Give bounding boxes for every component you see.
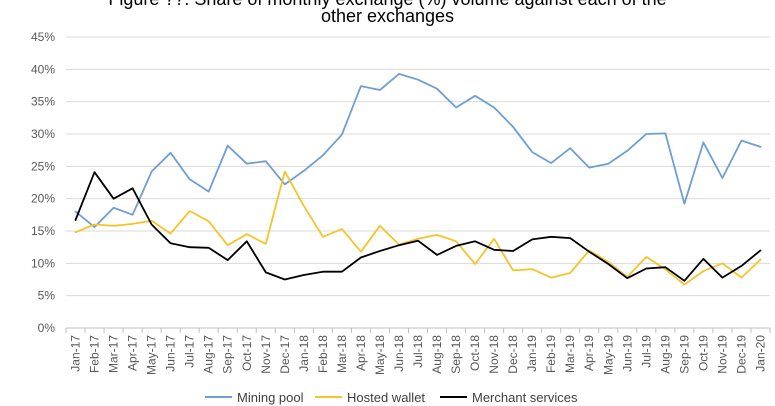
y-tick-label: 10% [31,256,55,270]
x-tick-label: Sep-17 [221,335,235,374]
x-tick-label: May-17 [145,335,159,375]
x-tick-label: Apr-19 [582,335,596,371]
y-tick-label: 40% [31,62,55,76]
x-tick-label: Dec-17 [278,335,292,374]
y-tick-label: 25% [31,159,55,173]
x-tick-label: Jul-18 [411,335,425,368]
y-tick-label: 5% [38,289,56,303]
x-tick-label: Dec-19 [734,335,748,374]
x-tick-label: Jun-17 [164,335,178,372]
x-tick-label: Sep-18 [449,335,463,374]
y-tick-label: 15% [31,224,55,238]
series-line-hosted-wallet [74,170,762,286]
x-tick-label: Feb-19 [544,335,558,373]
x-tick-label: Jun-18 [392,335,406,372]
x-tick-label: Jan-17 [69,335,83,372]
x-tick-label: Jan-18 [297,335,311,372]
x-tick-label: May-18 [373,335,387,375]
x-tick-label: Aug-19 [658,335,672,374]
x-tick-label: Mar-17 [107,335,121,373]
x-tick-label: Aug-18 [430,335,444,374]
x-tick-label: Nov-18 [487,335,501,374]
x-tick-label: Sep-19 [677,335,691,374]
x-tick-label: Jul-19 [639,335,653,368]
y-tick-label: 20% [31,192,55,206]
x-tick-label: Jul-17 [183,335,197,368]
x-tick-label: Feb-18 [316,335,330,373]
x-tick-label: Apr-18 [354,335,368,371]
legend-label-merchant-services: Merchant services [472,390,578,405]
x-tick-label: Dec-18 [506,335,520,374]
x-tick-label: Oct-19 [696,335,710,371]
series-line-merchant-services [74,171,762,282]
y-tick-label: 45% [31,30,55,44]
y-tick-label: 35% [31,95,55,109]
x-tick-label: Oct-17 [240,335,254,371]
legend-label-mining-pool: Mining pool [237,390,304,405]
legend-label-hosted-wallet: Hosted wallet [347,390,425,405]
x-tick-label: Feb-17 [88,335,102,373]
x-tick-label: Mar-19 [563,335,577,373]
series-line-mining-pool [74,73,762,229]
y-tick-label: 30% [31,127,55,141]
x-tick-label: May-19 [601,335,615,375]
y-tick-label: 0% [38,321,56,335]
x-tick-label: Aug-17 [202,335,216,374]
x-tick-label: Oct-18 [468,335,482,371]
x-tick-label: Jan-19 [525,335,539,372]
chart-title-line1: Figure ??: Share of monthly exchange (%)… [0,0,775,9]
x-tick-label: Jun-19 [620,335,634,372]
x-tick-label: Mar-18 [335,335,349,373]
chart-title-line2: other exchanges [320,6,455,26]
x-tick-label: Jan-20 [753,335,767,372]
x-tick-label: Nov-17 [259,335,273,374]
x-tick-label: Apr-17 [126,335,140,371]
x-tick-label: Nov-19 [715,335,729,374]
